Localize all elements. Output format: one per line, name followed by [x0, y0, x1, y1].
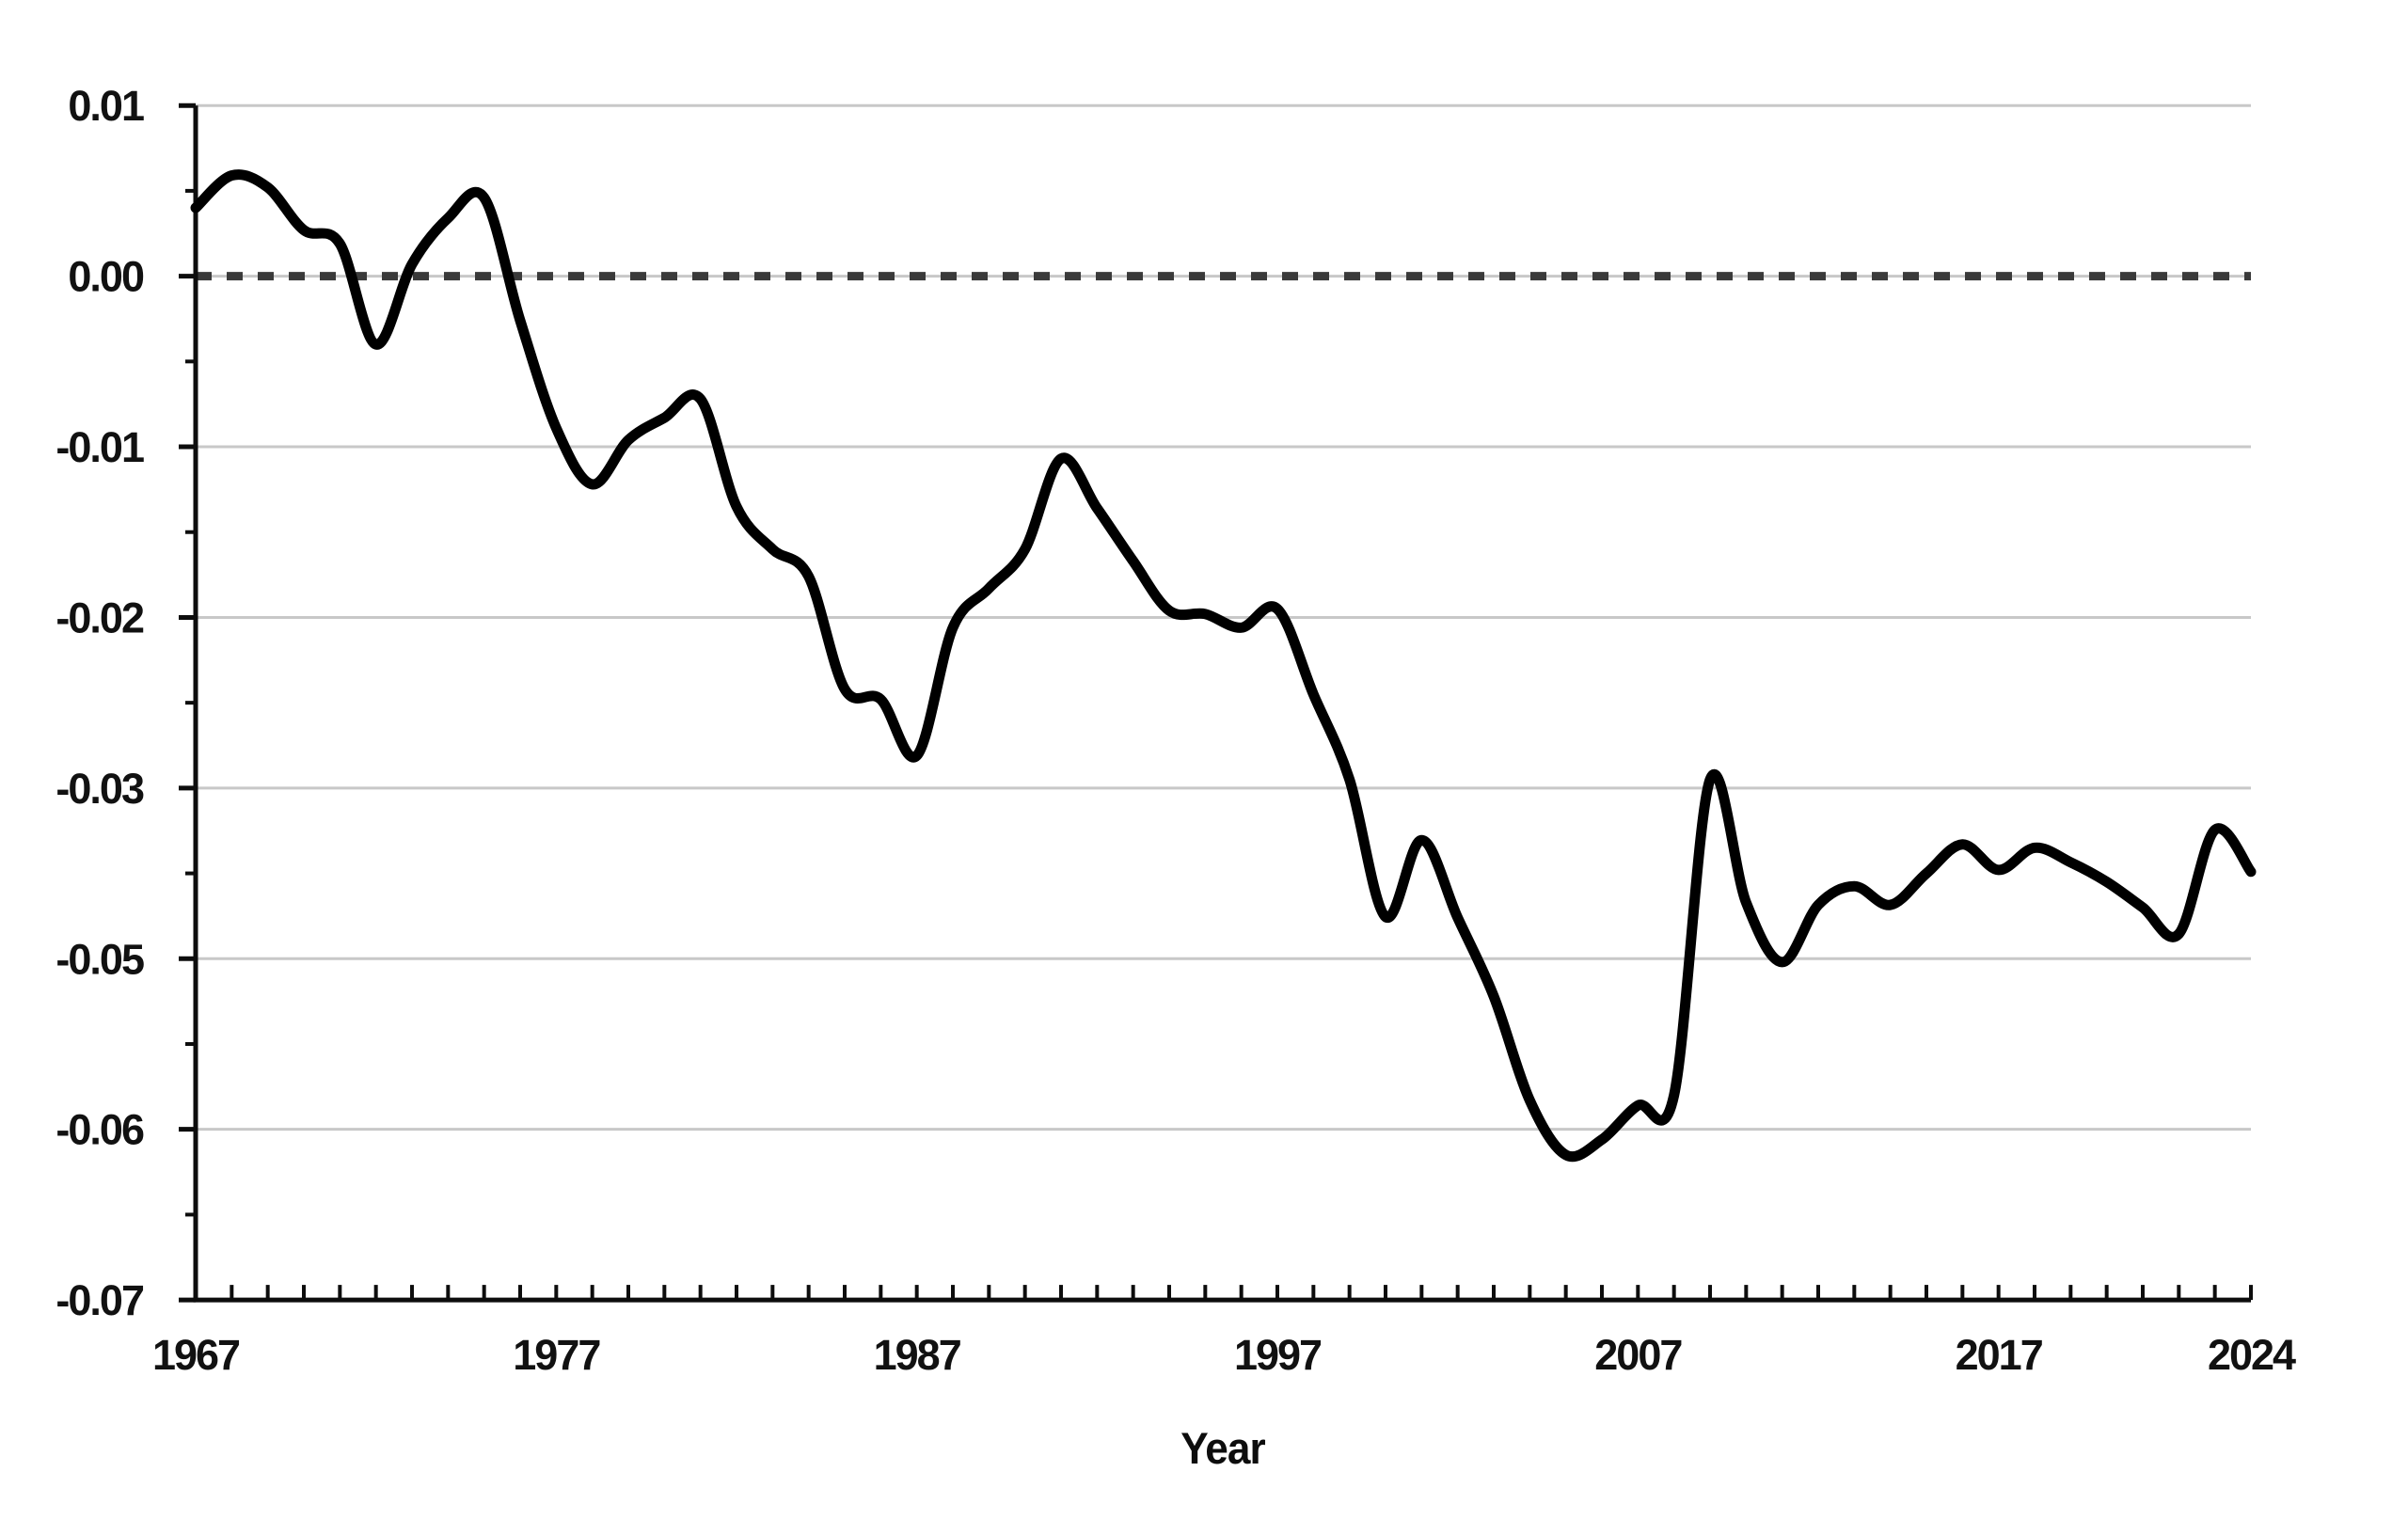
y-tick-label: 0.01 [68, 82, 144, 130]
y-tick-label: -0.03 [55, 765, 144, 813]
y-tick-label: 0.00 [68, 253, 144, 301]
y-tick-label: -0.07 [55, 1276, 144, 1324]
x-axis-title: Year [1180, 1423, 1266, 1473]
x-tick-label: 2024 [2208, 1331, 2296, 1379]
x-tick-label: 2007 [1594, 1331, 1682, 1379]
x-tick-label: 1977 [513, 1331, 600, 1379]
y-tick-label: -0.05 [55, 935, 144, 983]
y-tick-label: -0.02 [55, 593, 144, 641]
x-tick-label: 1967 [152, 1331, 240, 1379]
y-tick-label: -0.01 [55, 423, 144, 471]
x-tick-label: 1997 [1234, 1331, 1322, 1379]
x-tick-label: 1987 [874, 1331, 961, 1379]
data-line [190, 169, 2257, 1163]
y-tick-label: -0.06 [55, 1106, 144, 1154]
x-tick-label: 2017 [1956, 1331, 2043, 1379]
